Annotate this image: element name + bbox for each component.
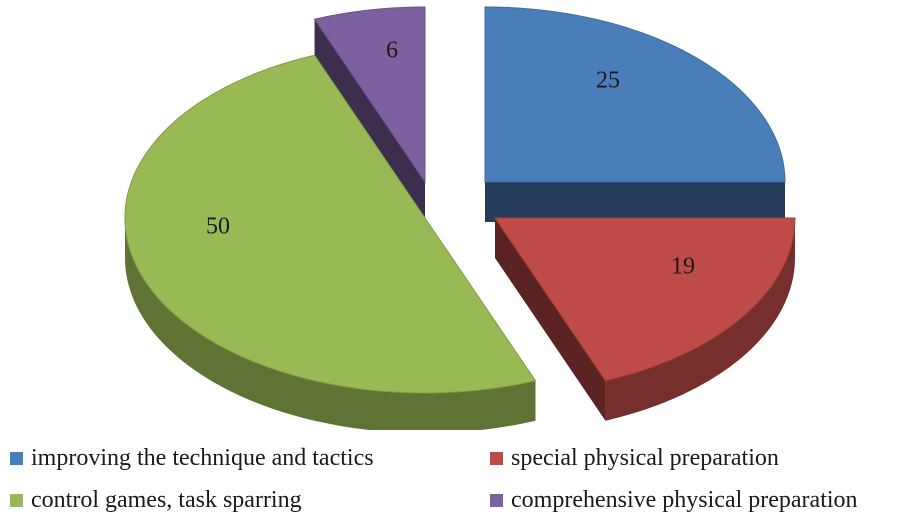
legend-swatch-3 [490,493,503,507]
slice-3-cut-face-0 [314,19,425,222]
legend-swatch-2 [10,493,23,507]
data-label-1: 19 [671,254,695,280]
pie-chart: 25 19 50 6 [124,6,796,430]
pie-slice-2 [124,54,537,394]
pie-slice-3 [313,6,426,184]
legend: improving the technique and tactics speci… [0,430,924,520]
slice-1-cut-face-1 [495,218,606,421]
pie-slice-0 [484,6,786,183]
legend-item-1: special physical preparation [490,446,779,470]
data-label-2: 50 [206,214,230,240]
slice-1-wall-0 [605,218,795,421]
legend-label-3: comprehensive physical preparation [511,487,858,513]
legend-item-0: improving the technique and tactics [10,446,374,470]
pie-slice-1 [494,217,796,382]
slice-0-cut-face-1 [485,182,785,222]
legend-label-0: improving the technique and tactics [31,445,374,471]
legend-label-2: control games, task sparring [31,487,302,513]
pie-slices-layer [124,6,796,394]
data-label-0: 25 [596,68,620,94]
legend-item-3: comprehensive physical preparation [490,488,858,512]
data-label-3: 6 [386,38,398,64]
data-labels-layer: 25 19 50 6 [206,38,695,280]
legend-swatch-1 [490,451,503,465]
legend-swatch-0 [10,451,23,465]
slice-2-wall-0 [125,218,536,430]
legend-label-1: special physical preparation [511,445,779,471]
legend-item-2: control games, task sparring [10,488,302,512]
